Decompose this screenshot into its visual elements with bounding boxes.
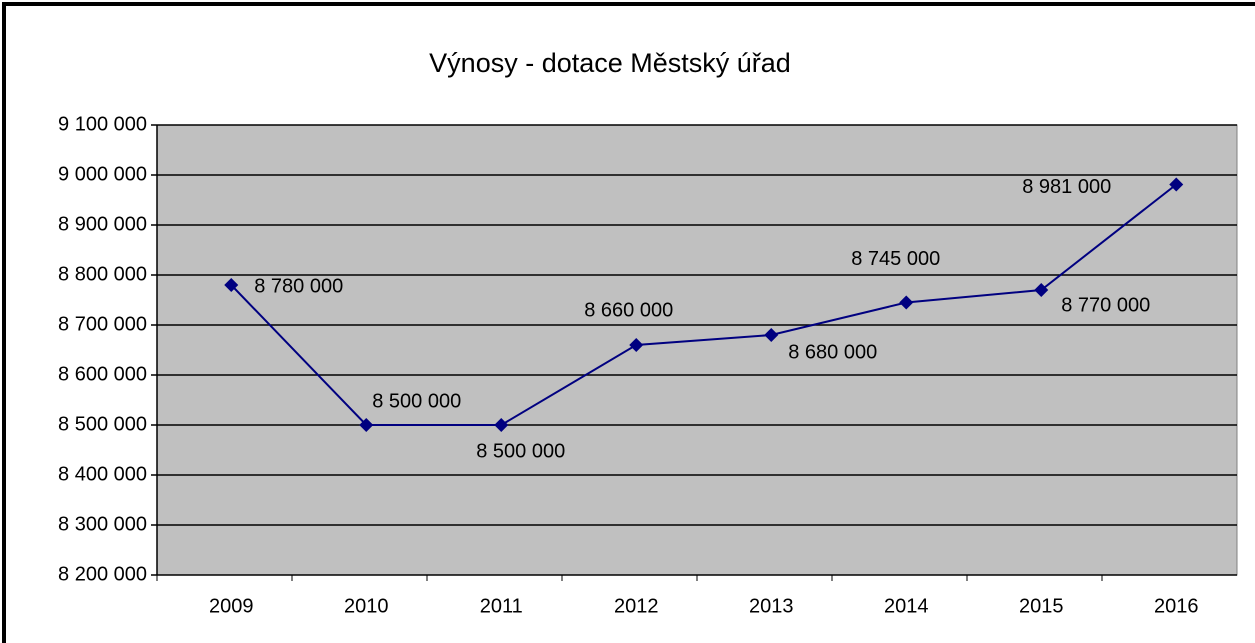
point-marker bbox=[224, 278, 239, 292]
data-label: 8 500 000 bbox=[372, 390, 461, 412]
y-tick-label: 8 500 000 bbox=[58, 413, 147, 435]
y-tick-label: 8 700 000 bbox=[58, 313, 147, 335]
y-tick-label: 8 300 000 bbox=[58, 513, 147, 535]
x-tick-label: 2012 bbox=[614, 595, 659, 617]
y-tick-label: 8 400 000 bbox=[58, 463, 147, 485]
x-tick-label: 2014 bbox=[884, 595, 929, 617]
y-tick-label: 9 000 000 bbox=[58, 163, 147, 185]
data-label: 8 981 000 bbox=[1022, 176, 1111, 198]
plot-area bbox=[156, 124, 1238, 576]
y-tick-label: 8 900 000 bbox=[58, 213, 147, 235]
y-tick-label: 9 100 000 bbox=[58, 113, 147, 135]
point-marker bbox=[1169, 177, 1184, 192]
point-marker bbox=[899, 295, 914, 310]
data-label: 8 680 000 bbox=[788, 341, 877, 363]
point-marker bbox=[494, 418, 509, 432]
point-marker bbox=[764, 328, 779, 342]
data-label: 8 500 000 bbox=[476, 440, 565, 462]
x-tick-label: 2013 bbox=[749, 595, 794, 617]
data-label: 8 770 000 bbox=[1061, 294, 1150, 316]
data-label: 8 745 000 bbox=[851, 248, 940, 270]
line-series bbox=[230, 183, 1177, 426]
y-tick-label: 8 800 000 bbox=[58, 263, 147, 285]
x-tick-label: 2010 bbox=[344, 595, 389, 617]
y-tick-label: 8 600 000 bbox=[58, 363, 147, 385]
data-label: 8 660 000 bbox=[584, 299, 673, 321]
x-tick-label: 2009 bbox=[209, 595, 254, 617]
x-tick-label: 2016 bbox=[1154, 595, 1199, 617]
point-marker bbox=[629, 338, 644, 352]
y-tick-label: 8 200 000 bbox=[58, 563, 147, 585]
x-tick-label: 2015 bbox=[1019, 595, 1064, 617]
point-marker bbox=[1034, 283, 1049, 297]
x-tick-label: 2011 bbox=[480, 595, 523, 617]
chart-title: Výnosy - dotace Městský úřad bbox=[429, 48, 791, 78]
data-label: 8 780 000 bbox=[254, 275, 343, 297]
point-marker bbox=[359, 418, 374, 432]
